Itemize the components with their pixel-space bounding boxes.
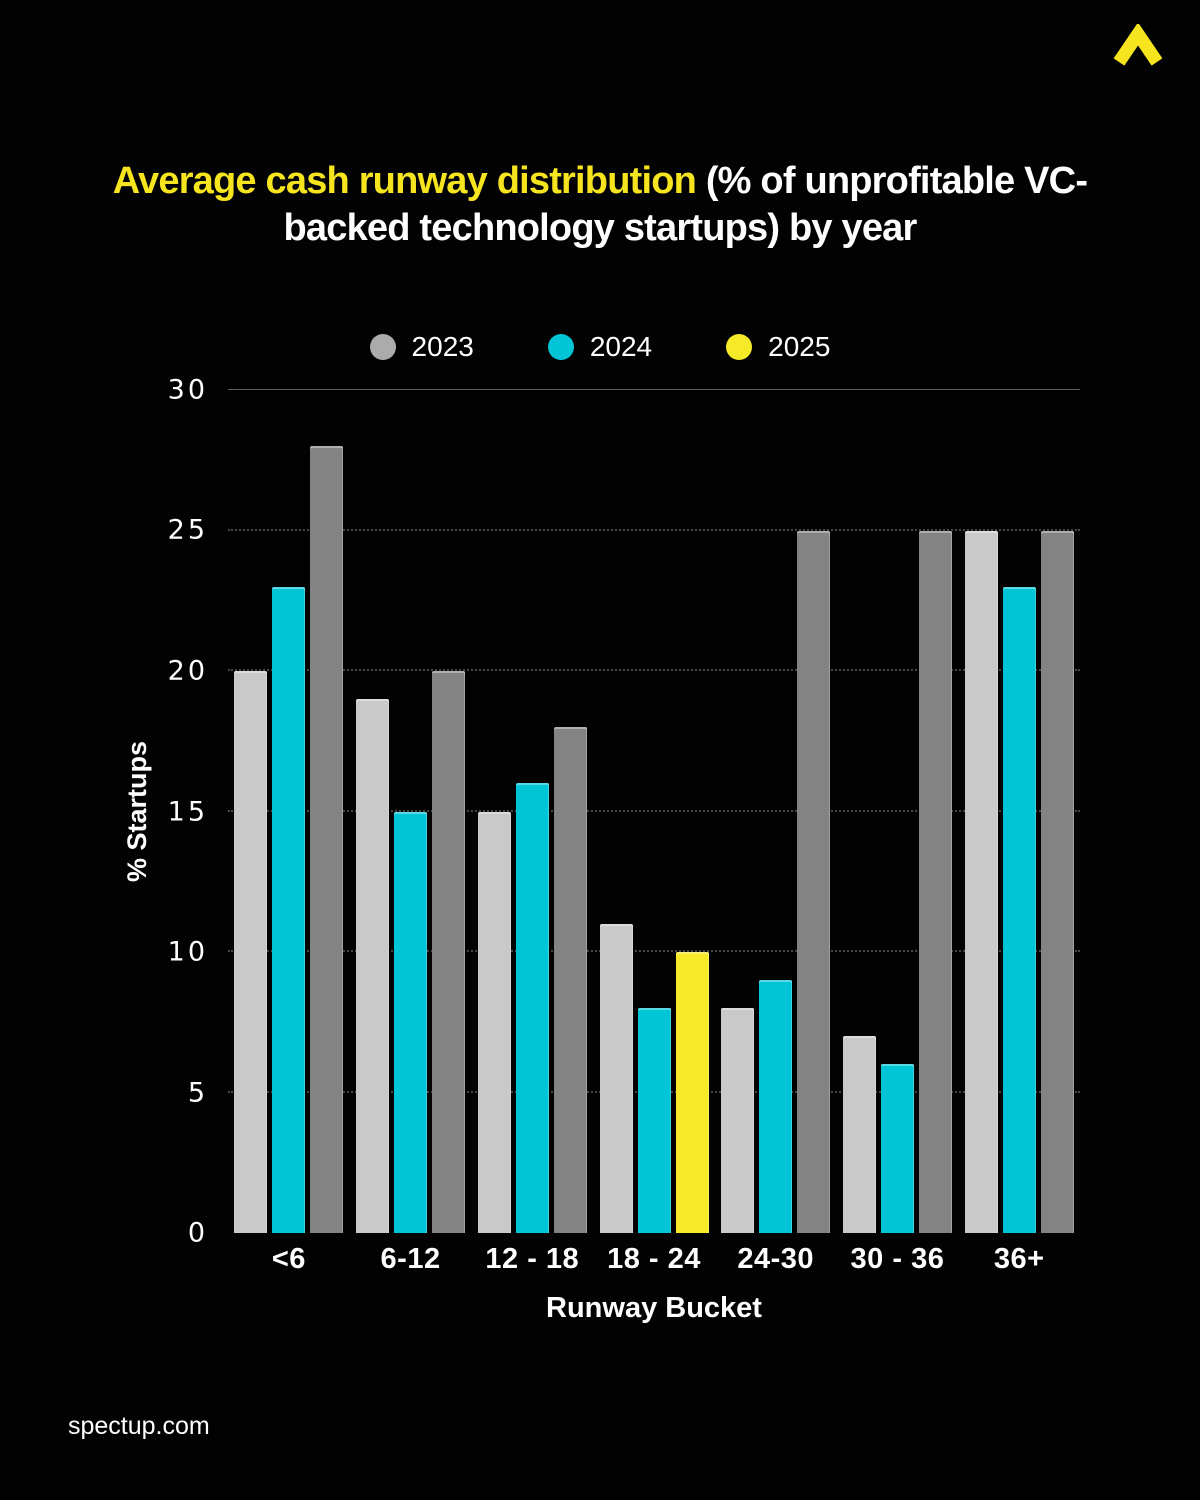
x-tick-label-18-24: 18 - 24 [607,1243,701,1275]
bar-group-18-24 [593,390,715,1233]
bar-groups [228,390,1080,1233]
x-axis-ticks: <6 6-12 12 - 18 18 - 24 24-30 30 - 36 36+ [228,1243,1080,1276]
bar-2024-6-12 [394,811,428,1233]
x-tick-label-12-18: 12 - 18 [485,1243,580,1275]
legend: 2023 2024 2025 [0,331,1200,363]
bar-2025-24-30 [797,530,831,1233]
bar-2023-6-12 [356,699,390,1233]
bar-2023-<6 [234,671,268,1233]
x-tick-label-36+: 36+ [993,1243,1045,1275]
legend-label-2023: 2023 [411,331,474,362]
y-axis-ticks: 0 5 10 15 20 25 30 [0,375,208,1249]
bar-group-6-12 [350,390,472,1233]
bar-2025-12-18 [553,727,587,1233]
bar-2024-36+ [1002,586,1036,1233]
bar-2023-24-30 [721,1008,755,1233]
x-tick-label-24-30: 24-30 [737,1243,815,1275]
x-tick-label-6-12: 6-12 [380,1243,441,1275]
bar-2024-<6 [272,586,306,1233]
chart-title-highlight: Average cash runway distribution [112,160,697,202]
y-tick-label-20: 20 [167,655,208,687]
y-tick-label-15: 15 [167,796,208,827]
legend-item-2023: 2023 [369,331,474,363]
bar-group-<6 [228,390,350,1233]
bar-2024-24-30 [759,980,793,1233]
bar-2023-36+ [964,530,998,1233]
x-tick-label-30-36: 30 - 36 [850,1243,945,1275]
legend-label-2024: 2024 [589,331,653,362]
x-tick-label-<6: <6 [271,1243,306,1275]
bar-2024-18-24 [637,1008,671,1233]
legend-swatch-2024 [547,334,574,360]
y-tick-label-0: 0 [187,1217,208,1249]
bar-2024-12-18 [515,783,549,1233]
chevron-up-icon [1113,24,1163,66]
y-tick-label-25: 25 [167,514,208,546]
gridline-10 [228,950,1080,953]
gridline-25 [228,528,1080,531]
legend-item-2025: 2025 [726,331,830,363]
bar-2024-30-36 [880,1064,914,1233]
bar-2025-<6 [310,446,344,1233]
plot-area [228,389,1080,1233]
bar-2025-36+ [1040,530,1074,1233]
legend-swatch-2023 [369,334,396,360]
bar-2025-18-24 [675,952,709,1233]
bar-2025-6-12 [432,671,466,1233]
bar-2023-12-18 [477,811,511,1233]
bar-group-24-30 [715,390,837,1233]
footer-url: spectup.com [68,1412,210,1440]
bar-2023-18-24 [599,923,633,1233]
gridline-15 [228,809,1080,812]
bar-group-30-36 [837,390,959,1233]
legend-swatch-2025 [726,334,753,360]
y-tick-label-30: 30 [167,374,208,406]
y-tick-label-5: 5 [187,1077,208,1108]
y-tick-label-10: 10 [167,936,208,968]
chart-title-rest: (% of unprofitable VC-backed technology … [283,160,1088,249]
bar-2025-30-36 [918,530,952,1233]
x-axis-title: Runway Bucket [546,1292,762,1324]
chart-title: Average cash runway distribution (% of u… [60,158,1140,252]
legend-label-2025: 2025 [768,331,831,362]
bar-2023-30-36 [842,1036,876,1233]
bar-group-36+ [958,390,1080,1233]
gridline-30 [228,389,1080,390]
gridline-20 [228,669,1080,672]
legend-item-2024: 2024 [547,331,653,363]
bar-group-12-18 [471,390,593,1233]
